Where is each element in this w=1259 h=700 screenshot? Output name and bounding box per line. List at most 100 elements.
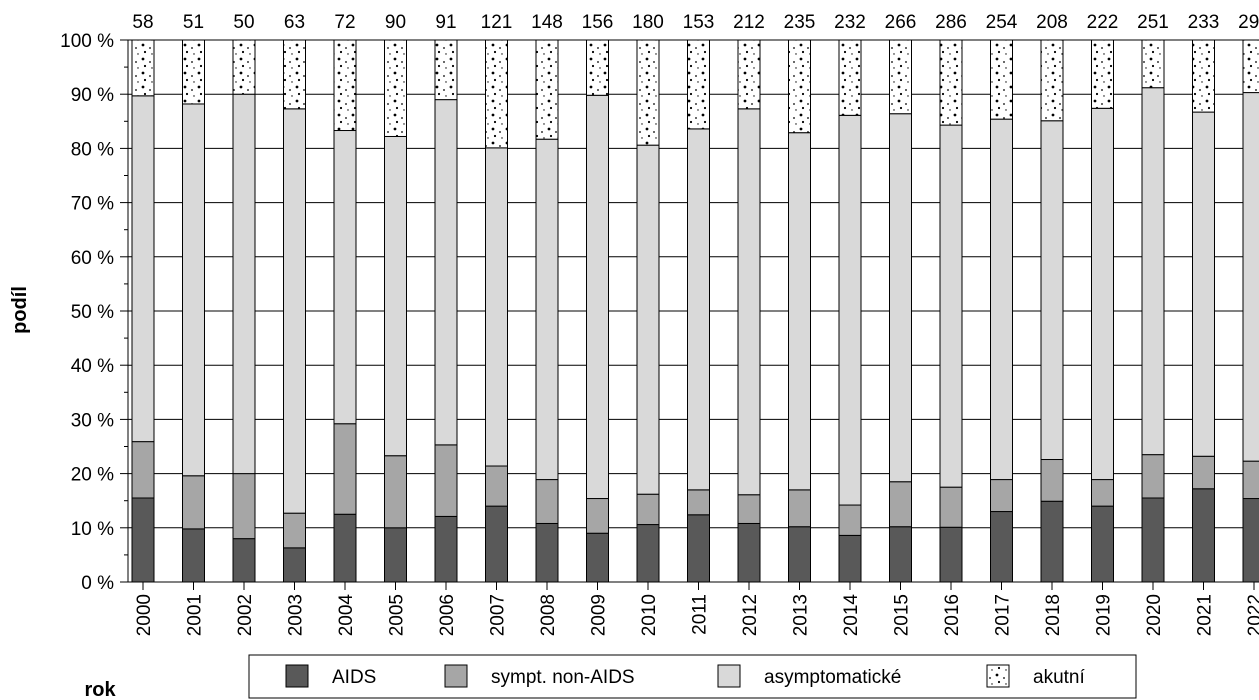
- bar-segment-asymptomatick-: [283, 108, 306, 514]
- bar-segment-akutn-: [1040, 39, 1064, 122]
- total-label: 51: [183, 12, 204, 33]
- x-axis-label: rok: [84, 679, 116, 700]
- total-label: 153: [683, 12, 715, 33]
- bar-segment-akutn-: [737, 39, 761, 110]
- bar-segment-asymptomatick-: [535, 138, 559, 481]
- y-tick-label: 10 %: [71, 519, 114, 540]
- bar-segment-aids: [434, 515, 458, 583]
- bar-segment-aids: [131, 497, 155, 583]
- total-label: 50: [233, 12, 254, 33]
- total-labels: 58 51 50 63 72 90 91 121 148 156 180 153 212 235 232 26…: [132, 12, 1259, 33]
- x-tick-label: 2017: [993, 594, 1014, 636]
- y-tick-label: 70 %: [71, 194, 114, 215]
- x-tick-label: 2010: [639, 594, 660, 636]
- bar-segment-akutn-: [535, 39, 559, 140]
- bar-segment-aids: [182, 528, 205, 583]
- y-tick-label: 0 %: [81, 573, 114, 594]
- bar-segment-sympt-non-aids: [586, 498, 609, 534]
- y-tick-label: 20 %: [71, 465, 114, 486]
- x-tick-label: 2008: [538, 594, 559, 636]
- bars-group: [131, 39, 1259, 583]
- x-tick-label: 2007: [488, 594, 509, 636]
- x-tick-label: 2022: [1245, 594, 1259, 636]
- total-label: 208: [1036, 12, 1068, 33]
- bar-segment-akutn-: [333, 39, 357, 132]
- bar-segment-aids: [687, 514, 710, 583]
- bar-segment-asymptomatick-: [939, 124, 963, 488]
- bar-segment-asymptomatick-: [586, 94, 609, 500]
- y-tick-labels: 0 % 10 % 20 % 30 % 40 % 50 % 60 % 70 % 80 % 90 % 1…: [60, 31, 114, 594]
- y-tick-label: 30 %: [71, 410, 114, 431]
- bar-segment-asymptomatick-: [788, 132, 811, 491]
- total-label: 266: [885, 12, 917, 33]
- total-label: 254: [986, 12, 1018, 33]
- bar-segment-asymptomatick-: [1242, 92, 1259, 462]
- x-tick-labels: 2000 2001 2002 2003 2004 2005 2006 2007 2008 2009…: [134, 594, 1259, 637]
- bar-segment-aids: [333, 513, 357, 583]
- legend-label: asymptomatické: [764, 667, 901, 688]
- bar-segment-asymptomatick-: [636, 144, 660, 495]
- bar-segment-asymptomatick-: [485, 147, 508, 467]
- bar-segment-aids: [788, 526, 811, 583]
- bar-segment-sympt-non-aids: [737, 494, 761, 524]
- x-tick-label: 2002: [235, 594, 256, 636]
- bar-segment-akutn-: [586, 39, 609, 96]
- x-tick-label: 2003: [286, 594, 307, 636]
- x-tick-label: 2005: [387, 594, 408, 636]
- bar-segment-sympt-non-aids: [131, 441, 155, 499]
- bar-segment-sympt-non-aids: [333, 423, 357, 515]
- bar-segment-aids: [232, 538, 256, 583]
- bar-segment-aids: [889, 526, 912, 583]
- total-label: 251: [1137, 12, 1169, 33]
- bar-segment-akutn-: [990, 39, 1013, 120]
- total-label: 156: [582, 12, 614, 33]
- total-label: 63: [284, 12, 305, 33]
- bar-segment-akutn-: [1192, 39, 1215, 113]
- bar-segment-akutn-: [889, 39, 912, 115]
- total-label: 72: [334, 12, 355, 33]
- bar-segment-sympt-non-aids: [232, 473, 256, 540]
- legend: AIDS sympt. non-AIDS asymptomatické akutní: [248, 654, 1137, 699]
- bar-segment-aids: [1040, 500, 1064, 583]
- bar-segment-akutn-: [1091, 39, 1114, 109]
- total-label: 212: [733, 12, 765, 33]
- bar-segment-asymptomatick-: [131, 95, 155, 443]
- bar-segment-asymptomatick-: [384, 135, 407, 457]
- bar-segment-sympt-non-aids: [990, 479, 1013, 513]
- bar-segment-aids: [737, 522, 761, 583]
- y-tick-label: 80 %: [71, 139, 114, 160]
- y-tick-label: 40 %: [71, 356, 114, 377]
- bar-segment-asymptomatick-: [333, 130, 357, 425]
- x-tick-label: 2012: [740, 594, 761, 636]
- y-axis-label: podíl: [9, 286, 31, 334]
- bar-segment-sympt-non-aids: [535, 479, 559, 524]
- bar-segment-asymptomatick-: [1040, 120, 1064, 461]
- legend-swatch: [717, 664, 741, 688]
- bar-segment-akutn-: [131, 39, 155, 97]
- bar-segment-asymptomatick-: [434, 99, 458, 446]
- y-tick-label: 90 %: [71, 85, 114, 106]
- bar-segment-akutn-: [687, 39, 710, 130]
- bar-segment-sympt-non-aids: [636, 493, 660, 526]
- y-tick-label: 50 %: [71, 302, 114, 323]
- x-tick-label: 2018: [1043, 594, 1064, 636]
- bar-segment-aids: [586, 532, 609, 583]
- bar-segment-aids: [1192, 488, 1215, 583]
- bar-segment-akutn-: [283, 39, 306, 110]
- total-label: 148: [531, 12, 563, 33]
- bar-segment-sympt-non-aids: [788, 489, 811, 528]
- x-tick-label: 2020: [1144, 594, 1165, 636]
- x-tick-label: 2013: [791, 594, 812, 636]
- total-label: 180: [632, 12, 664, 33]
- bar-segment-asymptomatick-: [1192, 111, 1215, 457]
- bar-segment-akutn-: [384, 39, 407, 137]
- bar-segment-sympt-non-aids: [939, 486, 963, 528]
- bar-segment-sympt-non-aids: [1040, 459, 1064, 502]
- bar-segment-sympt-non-aids: [485, 465, 508, 507]
- bar-segment-asymptomatick-: [1091, 107, 1114, 481]
- total-label: 58: [132, 12, 153, 33]
- bar-segment-aids: [384, 527, 407, 583]
- bar-segment-sympt-non-aids: [283, 512, 306, 549]
- bar-segment-asymptomatick-: [990, 118, 1013, 481]
- total-label: 91: [435, 12, 456, 33]
